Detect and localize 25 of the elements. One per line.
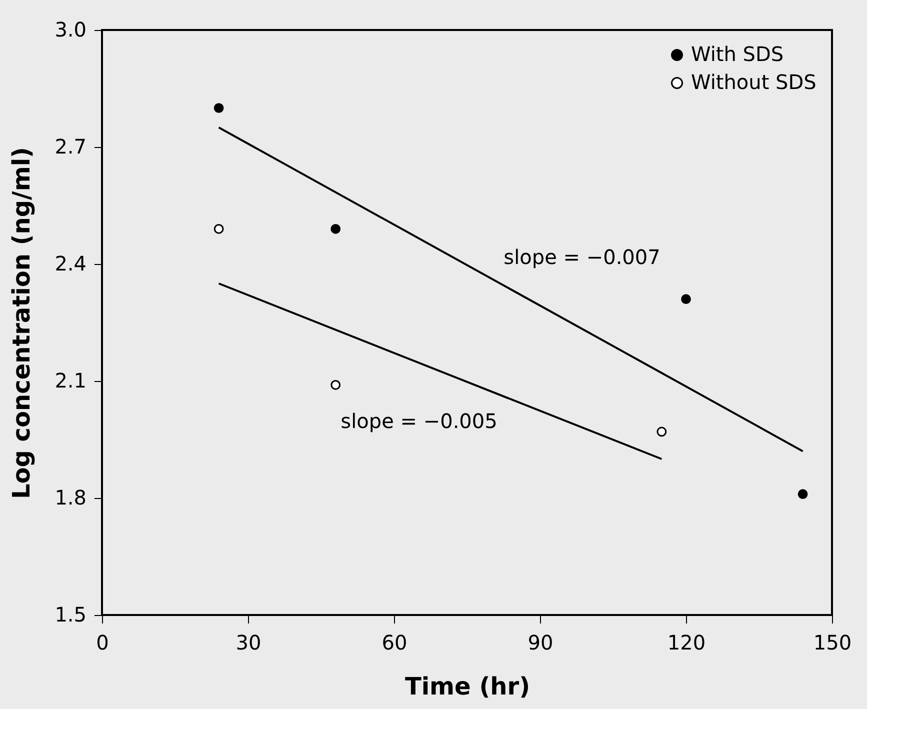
annotation: slope = −0.005 xyxy=(340,409,498,433)
point xyxy=(798,489,808,500)
y-tick-label: 1.5 xyxy=(54,602,86,626)
x-tick-label: 90 xyxy=(528,630,554,654)
y-tick-label: 2.4 xyxy=(54,252,86,276)
x-tick-label: 150 xyxy=(813,630,852,654)
point xyxy=(214,103,224,113)
x-axis-title: Time (hr) xyxy=(404,672,530,700)
x-tick-label: 120 xyxy=(667,630,706,654)
x-tick-label: 30 xyxy=(236,630,262,654)
point xyxy=(681,294,691,304)
y-axis-title: Log concentration (ng/ml) xyxy=(8,146,36,500)
y-tick-label: 3.0 xyxy=(54,18,86,42)
point xyxy=(656,426,667,437)
x-tick-label: 0 xyxy=(96,630,109,654)
point xyxy=(330,224,341,234)
legend-label: With SDS xyxy=(691,42,784,66)
legend-label: Without SDS xyxy=(691,70,816,94)
y-tick-label: 2.7 xyxy=(54,134,86,158)
annotation: slope = −0.007 xyxy=(504,245,660,269)
point xyxy=(214,224,224,234)
point xyxy=(330,380,341,390)
x-tick-label: 60 xyxy=(382,630,408,654)
y-tick-label: 2.1 xyxy=(54,368,86,392)
y-tick-label: 1.8 xyxy=(54,486,86,510)
